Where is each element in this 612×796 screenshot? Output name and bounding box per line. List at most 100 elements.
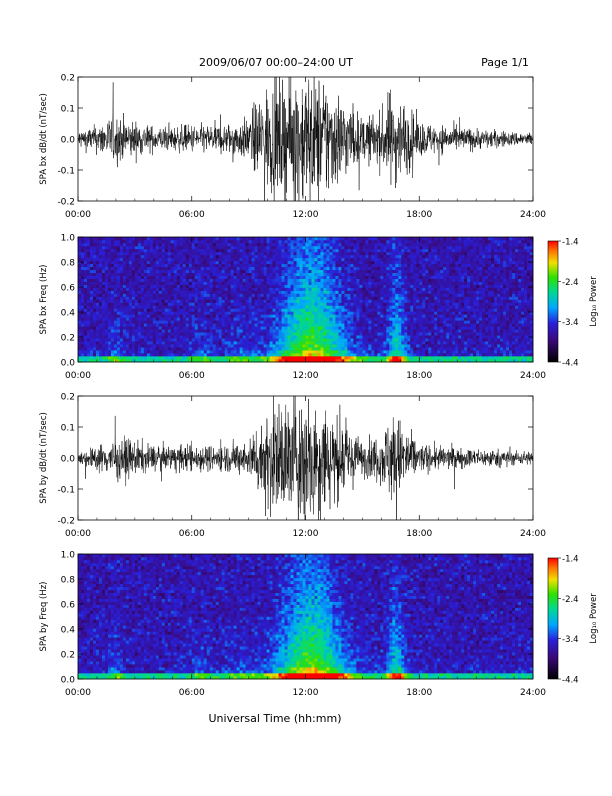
spectrogram-cell (114, 273, 117, 276)
spectrogram-cell (282, 320, 285, 323)
spectrogram-cell (99, 329, 102, 332)
spectrogram-cell (368, 246, 371, 249)
spectrogram-cell (374, 297, 377, 300)
spectrogram-cell (111, 347, 114, 350)
spectrogram-cell (84, 341, 87, 344)
spectrogram-cell (189, 300, 192, 303)
spectrogram-cell (216, 332, 219, 335)
spectrogram-cell (344, 261, 347, 264)
spectrogram-cell (174, 302, 177, 305)
spectrogram-cell (276, 276, 279, 279)
spectrogram-cell (258, 285, 261, 288)
spectrogram-cell (425, 267, 428, 270)
spectrogram-cell (96, 249, 99, 252)
spectrogram-cell (189, 282, 192, 285)
spectrogram-cell (410, 276, 413, 279)
spectrogram-cell (425, 288, 428, 291)
spectrogram-cell (279, 276, 282, 279)
spectrogram-cell (144, 258, 147, 261)
spectrogram-cell (168, 308, 171, 311)
spectrogram-cell (323, 297, 326, 300)
spectrogram-cell (368, 276, 371, 279)
spectrogram-cell (392, 338, 395, 341)
spectrogram-cell (279, 326, 282, 329)
spectrogram-cell (150, 314, 153, 317)
spectrogram-cell (323, 314, 326, 317)
spectrogram-cell (171, 353, 174, 356)
spectrogram-cell (180, 243, 183, 246)
spectrogram-cell (240, 297, 243, 300)
spectrogram-cell (204, 291, 207, 294)
spectrogram-cell (219, 291, 222, 294)
spectrogram-cell (156, 320, 159, 323)
spectrogram-cell (180, 267, 183, 270)
spectrogram-cell (108, 261, 111, 264)
spectrogram-cell (374, 338, 377, 341)
spectrogram-cell (404, 314, 407, 317)
spectrogram-cell (108, 326, 111, 329)
spectrogram-cell (359, 246, 362, 249)
spectrogram-cell (383, 267, 386, 270)
spectrogram-cell (273, 302, 276, 305)
magnetometer-report-page: 2009/06/07 00:00–24:00 UT Page 1/1 -0.2-… (0, 0, 612, 792)
spectrogram-cell (240, 240, 243, 243)
spectrogram-cell (90, 270, 93, 273)
spectrogram-cell (132, 323, 135, 326)
spectrogram-cell (338, 294, 341, 297)
spectrogram-cell (270, 326, 273, 329)
spectrogram-cell (389, 323, 392, 326)
spectrogram-cell (398, 285, 401, 288)
spectrogram-cell (276, 291, 279, 294)
spectrogram-cell (398, 243, 401, 246)
spectrogram-cell (192, 285, 195, 288)
spectrogram-cell (150, 294, 153, 297)
spectrogram-cell (159, 350, 162, 353)
spectrogram-cell (282, 243, 285, 246)
spectrogram-cell (78, 314, 81, 317)
spectrogram-cell (285, 282, 288, 285)
spectrogram-cell (111, 297, 114, 300)
spectrogram-cell (422, 350, 425, 353)
spectrogram-cell (174, 237, 177, 240)
spectrogram-cell (99, 276, 102, 279)
spectrogram-cell (273, 237, 276, 240)
spectrogram-cell (413, 258, 416, 261)
spectrogram-cell (198, 267, 201, 270)
spectrogram-cell (132, 264, 135, 267)
spectrogram-cell (341, 297, 344, 300)
spectrogram-cell (210, 302, 213, 305)
spectrogram-cell (156, 240, 159, 243)
spectrogram-cell (338, 302, 341, 305)
spectrogram-cell (252, 291, 255, 294)
spectrogram-cell (288, 311, 291, 314)
spectrogram-cell (147, 249, 150, 252)
spectrogram-cell (261, 353, 264, 356)
spectrogram-cell (413, 255, 416, 258)
spectrogram-cell (99, 291, 102, 294)
spectrogram-cell (320, 243, 323, 246)
spectrogram-cell (344, 350, 347, 353)
spectrogram-cell (228, 311, 231, 314)
spectrogram-cell (273, 323, 276, 326)
spectrogram-cell (389, 308, 392, 311)
spectrogram-cell (162, 246, 165, 249)
spectrogram-cell (270, 302, 273, 305)
spectrogram-cell (258, 267, 261, 270)
spectrogram-cell (270, 335, 273, 338)
spectrogram-cell (335, 329, 338, 332)
spectrogram-cell (410, 258, 413, 261)
spectrogram-cell (383, 338, 386, 341)
spectrogram-cell (398, 297, 401, 300)
spectrogram-cell (207, 276, 210, 279)
spectrogram-cell (225, 288, 228, 291)
spectrogram-cell (371, 332, 374, 335)
spectrogram-cell (216, 341, 219, 344)
spectrogram-cell (108, 276, 111, 279)
spectrogram-cell (159, 252, 162, 255)
spectrogram-cell (252, 276, 255, 279)
spectrogram-cell (294, 252, 297, 255)
spectrogram-cell (150, 353, 153, 356)
spectrogram-cell (422, 305, 425, 308)
spectrogram-cell (398, 341, 401, 344)
spectrogram-cell (365, 300, 368, 303)
